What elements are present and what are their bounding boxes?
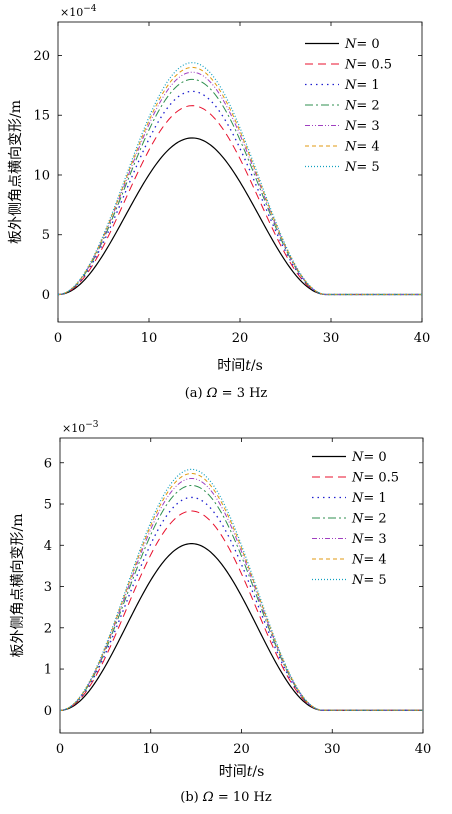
x-tick-label: 40	[415, 742, 432, 757]
legend-value: = 0.5	[363, 471, 399, 486]
y-axis-multiplier: ×10−3	[62, 420, 99, 435]
caption-b: (b) Ω = 10 Hz	[0, 790, 452, 805]
caption-b-symbol: Ω	[202, 790, 214, 805]
legend-symbol: N	[344, 140, 357, 155]
series-line-5	[59, 473, 423, 711]
y-axis-label: 板外侧角点横向变形/m	[8, 100, 24, 244]
legend-symbol: N	[351, 471, 364, 486]
legend-symbol: N	[351, 491, 364, 506]
series-line-4	[59, 477, 423, 711]
legend-symbol: N	[344, 37, 357, 52]
legend-value: = 0	[363, 450, 386, 465]
y-tick-label: 15	[33, 109, 50, 124]
legend-value: = 2	[356, 99, 379, 114]
legend-value: = 0.5	[356, 58, 392, 73]
y-tick-label: 5	[44, 498, 52, 513]
legend-label-4: N= 3	[351, 532, 387, 547]
legend-value: = 4	[356, 140, 379, 155]
x-axis-label-text: 时间	[219, 764, 247, 780]
x-axis-label-text: 时间	[217, 358, 245, 374]
legend-value: = 1	[356, 78, 379, 93]
y-multiplier-exponent: −3	[85, 420, 99, 430]
x-axis-label-var: t	[247, 764, 253, 780]
x-tick-label: 20	[232, 331, 249, 346]
x-tick-label: 10	[141, 331, 158, 346]
x-axis-label-var: t	[245, 358, 251, 374]
legend-symbol: N	[344, 99, 357, 114]
figure-panel-b: 0 10 20 30 40 0 1 2 3 4 5 6 ×10−3 时间t/s 板外侧角点横向变形/m N= …	[0, 410, 452, 814]
x-axis-label-unit: /s	[251, 358, 263, 374]
legend-label-1: N= 0.5	[344, 58, 392, 73]
figure-panel-a: 0 10 20 30 40 0 5 10 15 20 ×10−4 时间t/s 板外侧角点横向变形/m N=…	[0, 4, 452, 401]
legend-label-2: N= 1	[344, 78, 380, 93]
legend-label-6: N= 5	[344, 160, 380, 175]
y-tick-label: 6	[44, 456, 52, 471]
legend-symbol: N	[344, 119, 357, 134]
caption-b-prefix: (b)	[180, 790, 199, 805]
x-axis-label: 时间t/s	[217, 358, 263, 374]
y-tick-label: 3	[44, 580, 52, 595]
legend-value: = 3	[356, 119, 379, 134]
caption-a-value: = 3 Hz	[221, 386, 268, 401]
legend-value: = 0	[356, 37, 379, 52]
y-tick-label: 2	[44, 621, 52, 636]
legend-symbol: N	[351, 573, 364, 588]
legend-label-1: N= 0.5	[351, 471, 399, 486]
x-tick-label: 20	[233, 742, 250, 757]
legend-label-3: N= 2	[351, 512, 387, 527]
x-tick-label: 30	[324, 742, 341, 757]
legend-value: = 2	[363, 512, 386, 527]
legend-symbol: N	[344, 160, 357, 175]
legend-symbol: N	[344, 58, 357, 73]
caption-a-prefix: (a)	[184, 386, 203, 401]
y-tick-label: 0	[42, 288, 50, 303]
y-tick-label: 4	[44, 539, 52, 554]
caption-a-symbol: Ω	[206, 386, 218, 401]
chart-b: 0 10 20 30 400123456×10−3时间t/s板外侧角点横向变形/mN= …	[10, 420, 432, 780]
legend-label-5: N= 4	[351, 553, 387, 568]
caption-b-value: = 10 Hz	[217, 790, 272, 805]
legend-symbol: N	[351, 512, 364, 527]
legend-label-2: N= 1	[351, 491, 387, 506]
x-tick-label: 30	[323, 331, 340, 346]
y-tick-label: 0	[44, 704, 52, 719]
x-tick-label: 0	[56, 742, 64, 757]
y-tick-label: 20	[33, 49, 50, 64]
y-axis-label: 板外侧角点横向变形/m	[10, 514, 26, 658]
series-line-6	[59, 468, 423, 711]
x-tick-label: 0	[54, 331, 62, 346]
x-axis-label-unit: /s	[252, 764, 264, 780]
legend-label-0: N= 0	[351, 450, 387, 465]
y-tick-label: 5	[42, 228, 50, 243]
series-line-2	[59, 496, 423, 711]
legend-label-3: N= 2	[344, 99, 380, 114]
legend-value: = 5	[356, 160, 379, 175]
legend-symbol: N	[351, 553, 364, 568]
legend-value: = 4	[363, 553, 386, 568]
legend-label-5: N= 4	[344, 140, 380, 155]
legend-symbol: N	[351, 532, 364, 547]
y-multiplier-base: ×10	[60, 6, 83, 19]
y-axis-multiplier: ×10−4	[60, 4, 97, 19]
legend-value: = 5	[363, 573, 386, 588]
legend-label-6: N= 5	[351, 573, 387, 588]
y-multiplier-exponent: −4	[83, 4, 97, 14]
legend-label-4: N= 3	[344, 119, 380, 134]
series-line-6	[57, 62, 422, 296]
x-axis-label: 时间t/s	[219, 764, 265, 780]
x-tick-label: 10	[142, 742, 159, 757]
caption-a: (a) Ω = 3 Hz	[0, 386, 452, 401]
legend-value: = 1	[363, 491, 386, 506]
legend-symbol: N	[351, 450, 364, 465]
x-tick-label: 40	[414, 331, 431, 346]
legend-symbol: N	[344, 78, 357, 93]
legend-value: = 3	[363, 532, 386, 547]
y-multiplier-base: ×10	[62, 422, 85, 435]
chart-a: 0 10 20 30 4005101520×10−4时间t/s板外侧角点横向变形/mN=…	[8, 4, 431, 374]
series-line-3	[57, 78, 422, 296]
legend-label-0: N= 0	[344, 37, 380, 52]
y-tick-label: 1	[44, 663, 52, 678]
y-tick-label: 10	[33, 168, 50, 183]
